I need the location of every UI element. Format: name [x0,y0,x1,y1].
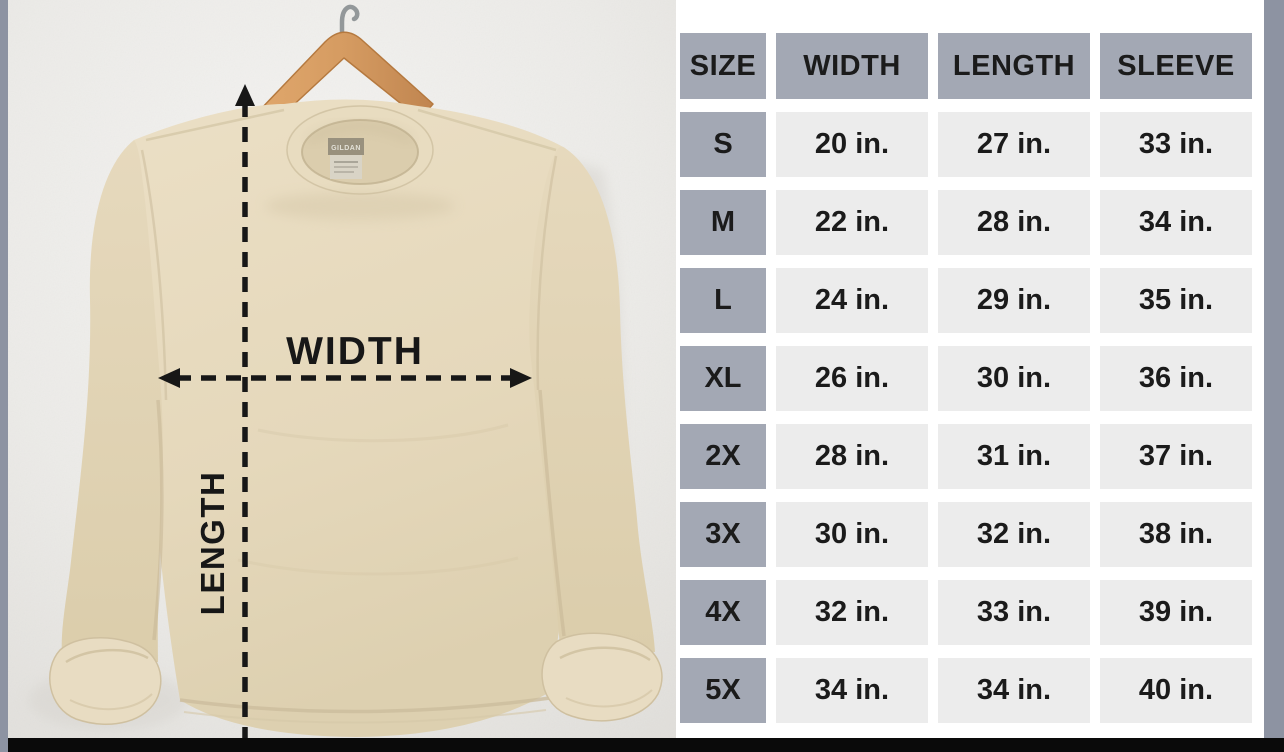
right-cuff [541,632,663,722]
left-sleeve-seam [140,149,168,401]
value-cell: 38 in. [1100,502,1252,567]
size-cell: XL [680,346,766,411]
length-arrow [235,84,255,738]
size-cell: M [680,190,766,255]
column-header-width: WIDTH [776,33,928,99]
column-header-size: SIZE [680,33,766,99]
product-photo: GILDAN WIDTH LENGTH [8,0,676,738]
column-header-sleeve: SLEEVE [1100,33,1252,99]
width-label: WIDTH [286,330,424,373]
value-cell: 32 in. [776,580,928,645]
value-cell: 30 in. [776,502,928,567]
neck-tag: GILDAN [328,138,364,179]
value-cell: 24 in. [776,268,928,333]
value-cell: 34 in. [938,658,1090,723]
right-border-strip [1264,0,1284,738]
value-cell: 33 in. [938,580,1090,645]
value-cell: 28 in. [938,190,1090,255]
size-cell: 2X [680,424,766,489]
value-cell: 39 in. [1100,580,1252,645]
sweatshirt-graphic: GILDAN WIDTH LENGTH [8,0,676,738]
waistband-seam [179,696,551,714]
tag-brand-text: GILDAN [331,145,361,152]
column-header-length: LENGTH [938,33,1090,99]
value-cell: 31 in. [938,424,1090,489]
length-label: LENGTH [194,471,231,616]
value-cell: 20 in. [776,112,928,177]
size-table: SIZE WIDTH LENGTH SLEEVE S 20 in. 27 in.… [676,0,1264,738]
value-cell: 36 in. [1100,346,1252,411]
size-cell: 3X [680,502,766,567]
right-sleeve-seam [536,155,558,391]
value-cell: 33 in. [1100,112,1252,177]
right-sleeve [529,146,655,652]
size-cell: S [680,112,766,177]
value-cell: 26 in. [776,346,928,411]
value-cell: 34 in. [776,658,928,723]
size-cell: 4X [680,580,766,645]
value-cell: 27 in. [938,112,1090,177]
width-arrow [158,368,532,388]
size-cell: L [680,268,766,333]
value-cell: 28 in. [776,424,928,489]
hanger-hook-icon [339,4,360,57]
value-cell: 22 in. [776,190,928,255]
size-cell: 5X [680,658,766,723]
value-cell: 40 in. [1100,658,1252,723]
bottom-border-strip [8,738,1284,752]
value-cell: 35 in. [1100,268,1252,333]
value-cell: 32 in. [938,502,1090,567]
left-sleeve [61,140,163,668]
left-border-strip [0,0,8,752]
value-cell: 29 in. [938,268,1090,333]
value-cell: 30 in. [938,346,1090,411]
value-cell: 34 in. [1100,190,1252,255]
value-cell: 37 in. [1100,424,1252,489]
